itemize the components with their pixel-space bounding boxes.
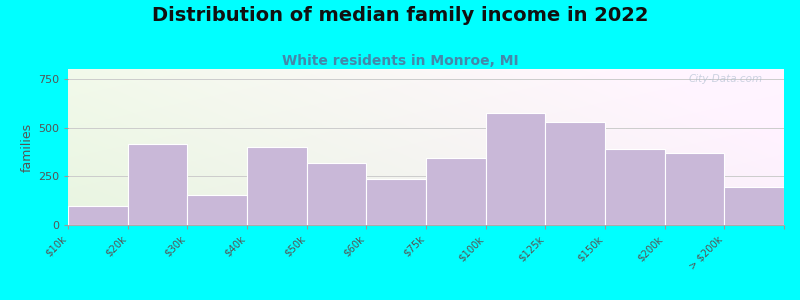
Bar [247,147,306,225]
Bar [426,158,486,225]
Bar [68,206,128,225]
Bar [605,149,665,225]
Bar [366,179,426,225]
Bar [486,113,546,225]
Text: White residents in Monroe, MI: White residents in Monroe, MI [282,54,518,68]
Bar [128,144,187,225]
Text: City-Data.com: City-Data.com [688,74,762,84]
Bar [306,163,366,225]
Y-axis label: families: families [21,122,34,172]
Bar [724,187,784,225]
Bar [187,195,247,225]
Text: Distribution of median family income in 2022: Distribution of median family income in … [152,6,648,25]
Bar [546,122,605,225]
Bar [665,153,724,225]
